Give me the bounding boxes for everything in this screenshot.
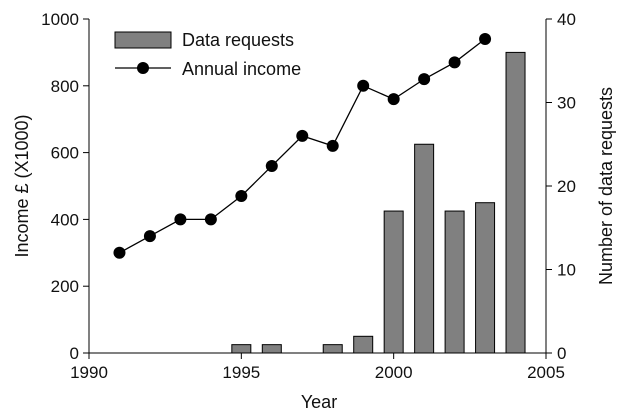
bar-1998	[322, 344, 343, 354]
y-right-axis-title: Number of data requests	[596, 87, 616, 285]
income-point-1992	[143, 230, 156, 243]
income-point-2001	[418, 73, 431, 86]
income-point-1993	[174, 213, 187, 226]
x-tick-label-1995: 1995	[222, 363, 260, 382]
income-point-1991	[113, 246, 126, 259]
y-left-tick-label-600: 600	[51, 144, 79, 163]
income-point-1999	[357, 79, 370, 92]
bar-1996	[261, 344, 282, 354]
x-tick-label-2000: 2000	[375, 363, 413, 382]
bar-2000	[383, 210, 404, 354]
bar-2002	[444, 210, 465, 354]
y-left-tick-label-400: 400	[51, 210, 79, 229]
y-left-tick-label-0: 0	[70, 344, 79, 363]
y-right-tick-label-0: 0	[557, 344, 566, 363]
bar-2001	[414, 143, 435, 354]
bar-1995	[231, 344, 252, 354]
income-point-1997	[296, 129, 309, 142]
y-left-tick-label-200: 200	[51, 277, 79, 296]
bar-1999	[353, 335, 374, 354]
income-point-1996	[265, 159, 278, 172]
labels-layer: 1990 1995 2000 2005020040060080010000102030…	[41, 10, 576, 382]
bar-2004	[505, 51, 526, 354]
x-tick-label-2005: 2005	[527, 363, 565, 382]
bar-2003	[475, 202, 496, 354]
income-point-2000	[387, 93, 400, 106]
legend-line-marker	[137, 62, 149, 74]
income-point-2002	[448, 56, 461, 69]
y-right-tick-label-20: 20	[557, 177, 576, 196]
income-point-2003	[479, 33, 492, 46]
y-right-tick-label-10: 10	[557, 261, 576, 280]
legend-bar-label: Data requests	[182, 30, 294, 50]
income-point-1994	[204, 213, 217, 226]
income-point-1995	[235, 190, 248, 203]
y-left-axis-title: Income £ (X1000)	[12, 114, 32, 257]
x-tick-label-1990: 1990	[70, 363, 108, 382]
income-point-1998	[326, 139, 339, 152]
legend-bar-swatch	[114, 31, 172, 49]
legend-line-label: Annual income	[182, 59, 301, 79]
line-layer	[113, 33, 492, 259]
y-left-tick-label-1000: 1000	[41, 10, 79, 29]
y-right-tick-label-30: 30	[557, 94, 576, 113]
y-right-tick-label-40: 40	[557, 10, 576, 29]
y-left-tick-label-800: 800	[51, 77, 79, 96]
x-axis-title: Year	[301, 392, 337, 412]
bars-layer	[231, 51, 526, 354]
legend: Data requests Annual income	[114, 30, 301, 79]
axes-layer	[83, 18, 552, 359]
